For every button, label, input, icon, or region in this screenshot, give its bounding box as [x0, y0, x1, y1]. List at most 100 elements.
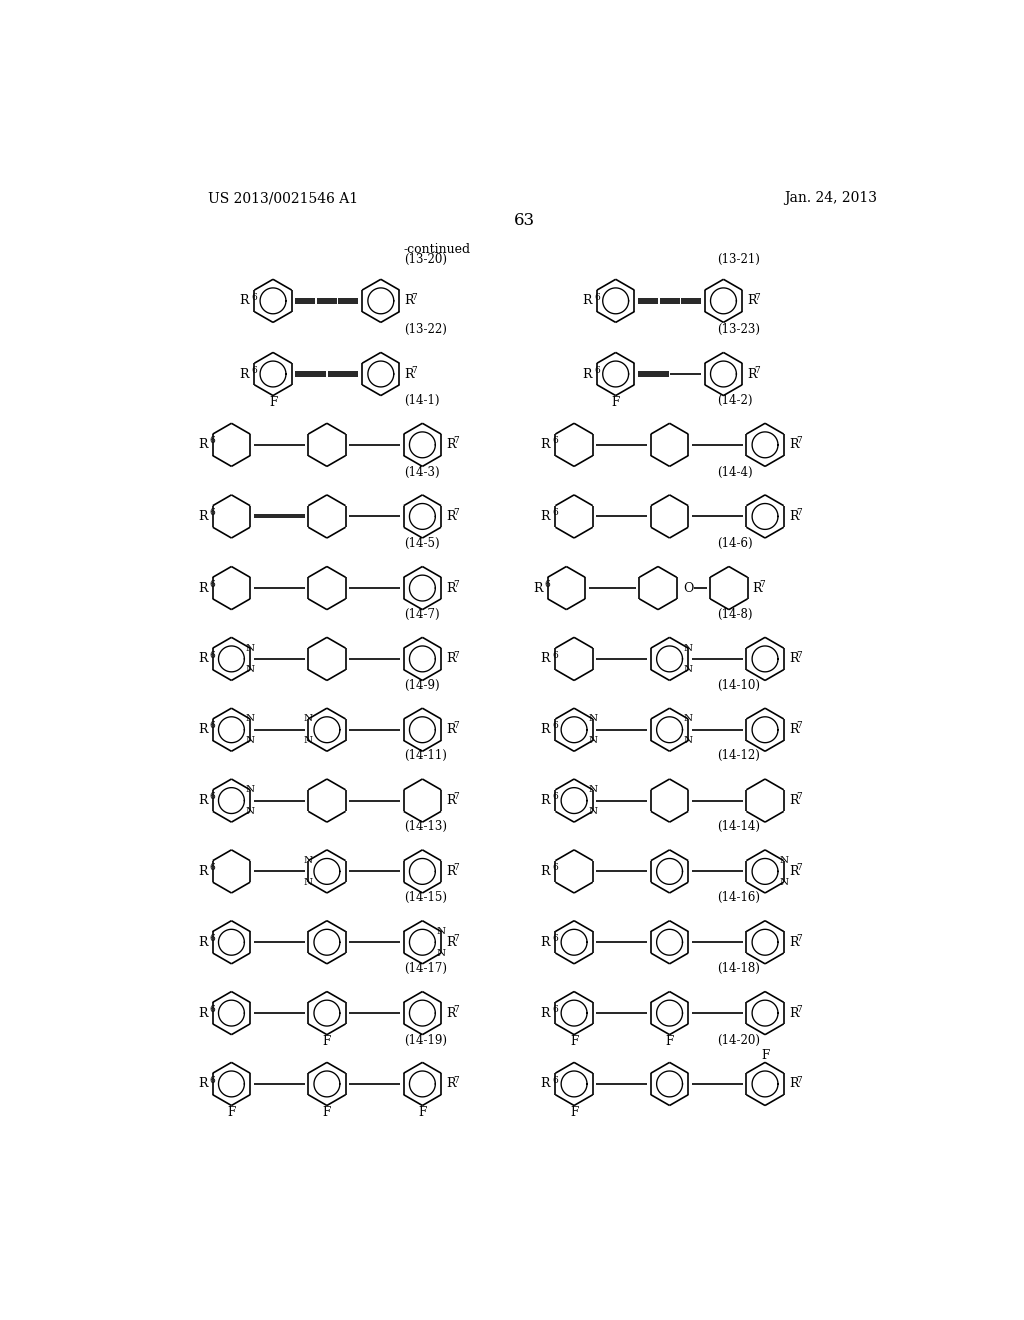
Text: 7: 7 — [454, 437, 459, 445]
Text: R: R — [404, 294, 414, 308]
Text: 6: 6 — [210, 722, 216, 730]
Text: N: N — [684, 665, 693, 675]
Text: (13-23): (13-23) — [717, 323, 760, 335]
Text: R: R — [788, 865, 799, 878]
Text: 6: 6 — [594, 293, 600, 301]
Text: US 2013/0021546 A1: US 2013/0021546 A1 — [208, 191, 357, 206]
Text: 6: 6 — [553, 863, 558, 873]
Text: 6: 6 — [252, 293, 257, 301]
Text: R: R — [446, 652, 456, 665]
Text: (14-11): (14-11) — [403, 750, 446, 763]
Text: 7: 7 — [454, 651, 459, 660]
Text: N: N — [304, 714, 312, 723]
Text: 6: 6 — [545, 579, 551, 589]
Text: R: R — [446, 1007, 456, 1019]
Text: 63: 63 — [514, 211, 536, 228]
Text: R: R — [198, 582, 208, 594]
Text: R: R — [240, 367, 249, 380]
Text: 6: 6 — [594, 366, 600, 375]
Text: 6: 6 — [210, 863, 216, 873]
Text: Jan. 24, 2013: Jan. 24, 2013 — [784, 191, 878, 206]
Text: (14-15): (14-15) — [403, 891, 446, 904]
Text: 7: 7 — [796, 437, 802, 445]
Text: N: N — [246, 737, 255, 744]
Text: R: R — [788, 510, 799, 523]
Text: R: R — [541, 936, 550, 949]
Text: 7: 7 — [412, 293, 418, 301]
Text: -continued: -continued — [403, 243, 471, 256]
Text: N: N — [779, 857, 788, 865]
Text: 7: 7 — [454, 935, 459, 942]
Text: 6: 6 — [553, 935, 558, 942]
Text: R: R — [446, 510, 456, 523]
Text: R: R — [446, 582, 456, 594]
Text: R: R — [541, 652, 550, 665]
Text: 7: 7 — [796, 1076, 802, 1085]
Text: (14-9): (14-9) — [403, 678, 439, 692]
Text: N: N — [684, 714, 693, 723]
Text: F: F — [269, 396, 278, 409]
Text: (14-4): (14-4) — [717, 466, 753, 479]
Text: (14-8): (14-8) — [717, 607, 753, 620]
Text: N: N — [588, 714, 597, 723]
Text: 7: 7 — [796, 508, 802, 517]
Text: 7: 7 — [454, 863, 459, 873]
Text: R: R — [534, 582, 543, 594]
Text: (14-16): (14-16) — [717, 891, 760, 904]
Text: R: R — [583, 367, 592, 380]
Text: R: R — [198, 795, 208, 807]
Text: N: N — [588, 785, 597, 795]
Text: R: R — [748, 367, 757, 380]
Text: R: R — [541, 1077, 550, 1090]
Text: N: N — [304, 878, 312, 887]
Text: 6: 6 — [553, 437, 558, 445]
Text: N: N — [779, 878, 788, 887]
Text: 7: 7 — [454, 722, 459, 730]
Text: (14-2): (14-2) — [717, 395, 753, 408]
Text: (13-22): (13-22) — [403, 323, 446, 335]
Text: F: F — [611, 396, 620, 409]
Text: R: R — [788, 438, 799, 451]
Text: 7: 7 — [454, 508, 459, 517]
Text: 7: 7 — [454, 579, 459, 589]
Text: 6: 6 — [210, 792, 216, 801]
Text: F: F — [761, 1049, 769, 1063]
Text: 7: 7 — [454, 1076, 459, 1085]
Text: 7: 7 — [796, 722, 802, 730]
Text: (14-18): (14-18) — [717, 962, 760, 975]
Text: 6: 6 — [210, 1005, 216, 1014]
Text: R: R — [198, 1077, 208, 1090]
Text: R: R — [541, 438, 550, 451]
Text: 7: 7 — [796, 863, 802, 873]
Text: F: F — [570, 1106, 579, 1119]
Text: R: R — [446, 438, 456, 451]
Text: 6: 6 — [553, 722, 558, 730]
Text: R: R — [583, 294, 592, 308]
Text: 7: 7 — [412, 366, 418, 375]
Text: (14-14): (14-14) — [717, 820, 760, 833]
Text: F: F — [570, 1035, 579, 1048]
Text: N: N — [436, 949, 445, 957]
Text: 6: 6 — [553, 508, 558, 517]
Text: (14-5): (14-5) — [403, 537, 439, 550]
Text: R: R — [541, 510, 550, 523]
Text: F: F — [323, 1106, 331, 1119]
Text: (14-17): (14-17) — [403, 962, 446, 975]
Text: N: N — [436, 927, 445, 936]
Text: R: R — [541, 723, 550, 737]
Text: O: O — [684, 582, 694, 594]
Text: R: R — [198, 1007, 208, 1019]
Text: N: N — [684, 737, 693, 744]
Text: 6: 6 — [553, 651, 558, 660]
Text: R: R — [788, 1077, 799, 1090]
Text: (14-7): (14-7) — [403, 607, 439, 620]
Text: R: R — [446, 936, 456, 949]
Text: F: F — [323, 1035, 331, 1048]
Text: R: R — [198, 438, 208, 451]
Text: R: R — [788, 723, 799, 737]
Text: (14-6): (14-6) — [717, 537, 753, 550]
Text: R: R — [788, 1007, 799, 1019]
Text: 6: 6 — [210, 935, 216, 942]
Text: (14-3): (14-3) — [403, 466, 439, 479]
Text: R: R — [198, 723, 208, 737]
